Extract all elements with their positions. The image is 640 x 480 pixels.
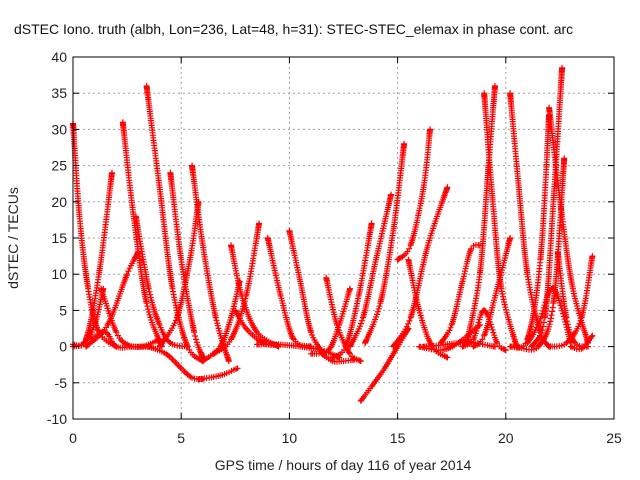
arc-series-14 xyxy=(195,365,241,383)
arc-series-20 xyxy=(286,227,327,357)
arc-series-25 xyxy=(347,191,395,350)
arc-points xyxy=(318,350,358,365)
y-tick-label: 5 xyxy=(59,302,67,318)
arc-series-17 xyxy=(210,220,263,357)
x-tick-label: 10 xyxy=(282,430,298,446)
arc-points xyxy=(390,184,451,350)
arc-points xyxy=(513,155,568,353)
x-tick-label: 15 xyxy=(390,430,406,446)
arc-points xyxy=(323,274,364,365)
axis-ticks: 0 5 10 15 20 25 -10 -5 0 5 10 15 20 25 30 35 40 xyxy=(47,49,622,446)
arc-points xyxy=(546,253,596,350)
y-tick-label: 40 xyxy=(51,49,67,65)
arc-points xyxy=(459,307,509,354)
x-tick-label: 25 xyxy=(606,430,622,446)
arc-series-34 xyxy=(459,307,509,354)
chart-title: dSTEC Iono. truth (albh, Lon=236, Lat=48… xyxy=(14,21,573,37)
y-tick-label: 35 xyxy=(51,85,67,101)
x-axis-label: GPS time / hours of day 116 of year 2014 xyxy=(215,457,472,473)
grid xyxy=(73,57,614,419)
arc-points xyxy=(507,111,553,351)
arc-points xyxy=(286,227,327,357)
arc-points xyxy=(195,365,241,383)
arc-series-36 xyxy=(481,90,520,350)
arc-series-37 xyxy=(470,235,514,350)
arc-points xyxy=(362,140,408,346)
arc-series-24 xyxy=(329,220,375,361)
x-tick-label: 5 xyxy=(177,430,185,446)
arc-series-10 xyxy=(98,285,163,350)
arc-points xyxy=(210,220,263,357)
arc-points xyxy=(98,285,163,350)
arc-series-5 xyxy=(132,213,191,350)
arc-points xyxy=(567,332,596,353)
y-tick-label: 30 xyxy=(51,121,67,137)
arc-points xyxy=(329,220,375,361)
y-tick-label: 20 xyxy=(51,194,67,210)
arc-points xyxy=(470,235,514,350)
arc-points xyxy=(481,90,520,350)
arc-series-29 xyxy=(394,126,434,263)
y-axis-label: dSTEC / TECUs xyxy=(5,187,21,289)
arc-series-7 xyxy=(167,169,206,361)
arc-series-39 xyxy=(507,111,553,351)
y-tick-label: -10 xyxy=(47,411,67,427)
arc-series-28 xyxy=(390,184,451,350)
y-tick-label: -5 xyxy=(55,375,68,391)
x-tick-label: 20 xyxy=(498,430,514,446)
arc-series-27 xyxy=(362,140,408,346)
arc-series-46 xyxy=(567,332,596,353)
arc-points xyxy=(132,213,191,350)
arc-series-45 xyxy=(546,253,596,350)
y-tick-label: 25 xyxy=(51,158,67,174)
x-tick-label: 0 xyxy=(69,430,77,446)
arc-series-22 xyxy=(318,350,358,365)
arc-series-44 xyxy=(513,155,568,353)
arc-series-23 xyxy=(323,274,364,365)
y-tick-label: 15 xyxy=(51,230,67,246)
y-tick-label: 10 xyxy=(51,266,67,282)
data-marks xyxy=(70,64,596,404)
y-tick-label: 0 xyxy=(59,339,67,355)
arc-points xyxy=(347,191,395,350)
arc-points xyxy=(167,169,206,361)
arc-points xyxy=(394,126,434,263)
